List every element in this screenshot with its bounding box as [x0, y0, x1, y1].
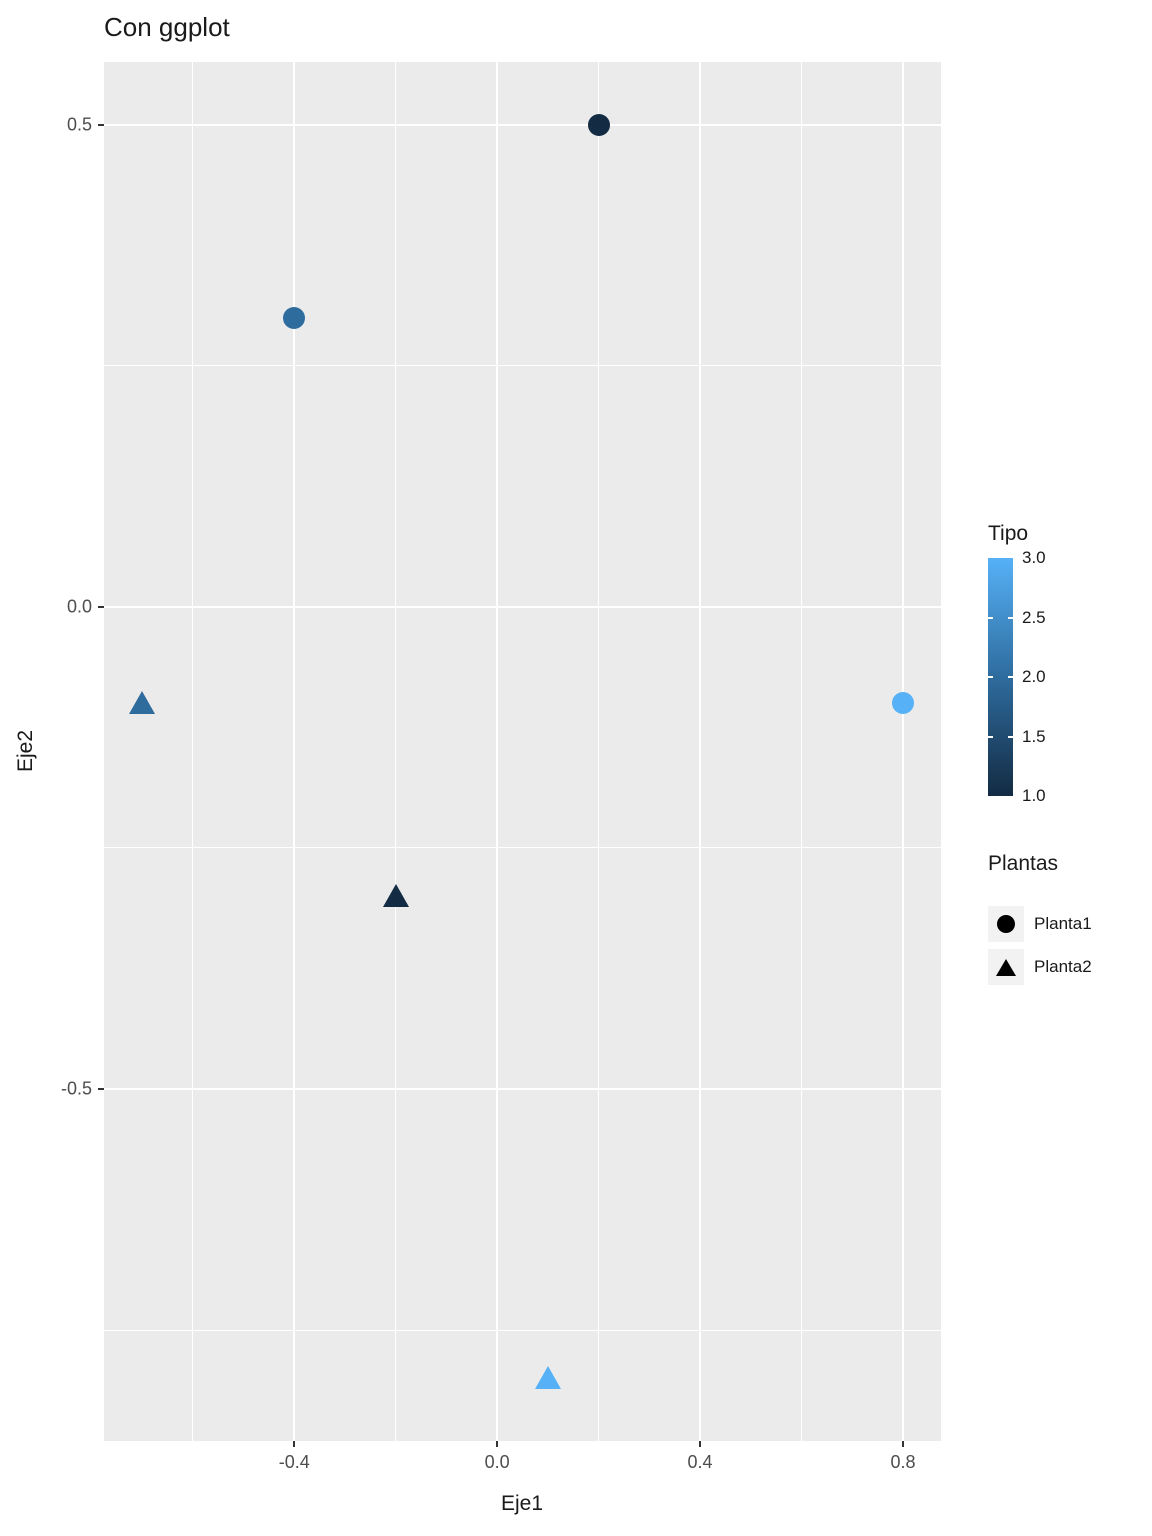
plot-title: Con ggplot [104, 12, 230, 42]
colorbar-tick-label: 2.5 [1022, 607, 1046, 627]
data-point-triangle-planta2 [129, 691, 156, 715]
colorbar-tick-label: 1.5 [1022, 726, 1046, 746]
y-axis-tick-label: -0.5 [60, 1078, 92, 1099]
triangle-key-icon [996, 958, 1016, 976]
y-minor-gridline [104, 365, 941, 367]
legend-key [988, 906, 1024, 942]
y-axis-tick [98, 605, 104, 608]
y-major-gridline [104, 123, 941, 126]
x-axis-tick [293, 1441, 296, 1447]
y-major-gridline [104, 1088, 941, 1091]
legend-item-label: Planta2 [1034, 957, 1092, 976]
colorbar-tick [1008, 676, 1013, 678]
x-minor-gridline [598, 62, 600, 1441]
y-axis-tick-label: 0.0 [66, 596, 92, 617]
x-minor-gridline [395, 62, 397, 1441]
x-axis-tick-label: -0.4 [278, 1452, 310, 1472]
data-point-triangle-planta2 [382, 884, 409, 908]
data-point-triangle-planta2 [534, 1366, 561, 1390]
colorbar-tick [988, 676, 993, 678]
colorbar-tick [988, 735, 993, 738]
y-minor-gridline [104, 1329, 941, 1331]
colorbar-tick [1008, 735, 1013, 738]
shape-legend-item: Planta1 [988, 906, 1092, 942]
y-major-gridline [104, 605, 941, 608]
x-axis-title: Eje1 [500, 1492, 544, 1515]
x-major-gridline [496, 62, 499, 1441]
x-axis-tick-label: 0.0 [484, 1452, 510, 1472]
data-point-circle-planta1 [587, 113, 610, 136]
plot-panel [104, 62, 941, 1441]
legend-item-label: Planta1 [1034, 914, 1092, 933]
x-axis-tick [496, 1441, 499, 1447]
x-axis-tick-label: 0.4 [687, 1452, 713, 1472]
shape-legend-item: Planta2 [988, 949, 1092, 985]
x-major-gridline [901, 62, 904, 1441]
colorbar-tick-label: 2.0 [1022, 667, 1046, 686]
circle-key-icon [997, 915, 1015, 933]
y-axis-tick [98, 123, 104, 126]
colorbar-tick-label: 3.0 [1022, 548, 1046, 567]
x-axis-tick [699, 1441, 702, 1447]
x-minor-gridline [192, 62, 194, 1441]
y-axis-title: Eje2 [14, 729, 37, 773]
x-axis-tick [901, 1441, 904, 1447]
y-axis-tick-label: 0.5 [66, 114, 92, 135]
x-major-gridline [293, 62, 296, 1441]
y-minor-gridline [104, 847, 941, 849]
x-major-gridline [699, 62, 702, 1441]
shape-legend-title: Plantas [988, 852, 1059, 875]
data-point-circle-planta1 [891, 692, 914, 715]
y-axis-tick [98, 1088, 104, 1091]
x-axis-tick-label: 0.8 [890, 1452, 916, 1472]
colorbar-tick-label: 1.0 [1022, 786, 1046, 805]
x-minor-gridline [801, 62, 802, 1441]
legend-key [988, 949, 1024, 985]
colorbar-tick [988, 616, 993, 619]
colorbar-tick [1008, 616, 1013, 619]
data-point-circle-planta1 [283, 306, 306, 329]
colorbar-legend-title: Tipo [988, 522, 1029, 545]
